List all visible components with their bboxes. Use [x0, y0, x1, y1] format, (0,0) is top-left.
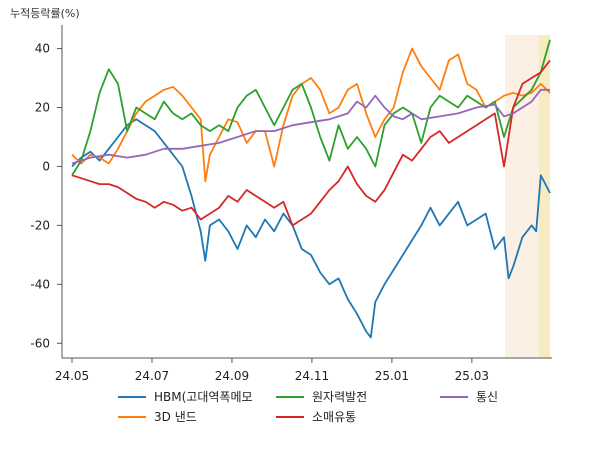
x-tick-label-1: 24.07 [135, 369, 169, 383]
legend-label-1: 3D 낸드 [154, 410, 197, 424]
legend-swatch-4 [440, 395, 468, 398]
legend-label-3: 소매유통 [312, 410, 357, 424]
legend-item-4: 통신 [440, 388, 498, 405]
legend-swatch-0 [118, 395, 146, 398]
axes [61, 25, 552, 359]
y-axis-unit-label: 누적등락률(%) [10, 7, 80, 20]
x-tick-label-3: 24.11 [295, 369, 329, 383]
x-tick-label-4: 25.01 [375, 369, 409, 383]
series-lines [71, 39, 551, 339]
legend-item-0: HBM(고대역폭메모 [118, 388, 253, 405]
legend-label-2: 원자력발전 [312, 390, 368, 404]
legend-item-2: 원자력발전 [276, 388, 367, 405]
y-tick-label-1: -40 [30, 277, 50, 291]
x-tick-label-5: 25.03 [455, 369, 489, 383]
y-tick-label-0: -60 [30, 336, 50, 350]
legend-label-4: 통신 [476, 390, 499, 404]
legend-swatch-3 [276, 415, 304, 418]
legend-label-0: HBM(고대역폭메모 [154, 390, 253, 404]
y-tick-label-4: 20 [35, 101, 50, 115]
x-tick-label-2: 24.09 [215, 369, 249, 383]
series-line-1 [71, 47, 551, 183]
series-line-2 [71, 39, 551, 176]
legend-item-1: 3D 낸드 [118, 408, 197, 425]
legend-item-3: 소매유통 [276, 408, 356, 425]
y-tick-label-3: 0 [42, 159, 50, 173]
legend-swatch-2 [276, 395, 304, 398]
series-line-3 [71, 59, 551, 227]
y-tick-label-2: -20 [30, 218, 50, 232]
x-tick-label-0: 24.05 [55, 369, 89, 383]
y-tick-label-5: 40 [35, 42, 50, 56]
highlight-bands [504, 35, 550, 358]
x-ticks: 24.05 24.07 24.09 24.11 25.01 25.03 [55, 358, 489, 383]
highlight-band-1 [538, 35, 550, 358]
series-line-0 [71, 118, 551, 339]
y-ticks: -60 -40 -20 0 20 40 [30, 42, 62, 350]
legend-swatch-1 [118, 415, 146, 418]
series-line-4 [71, 88, 550, 165]
